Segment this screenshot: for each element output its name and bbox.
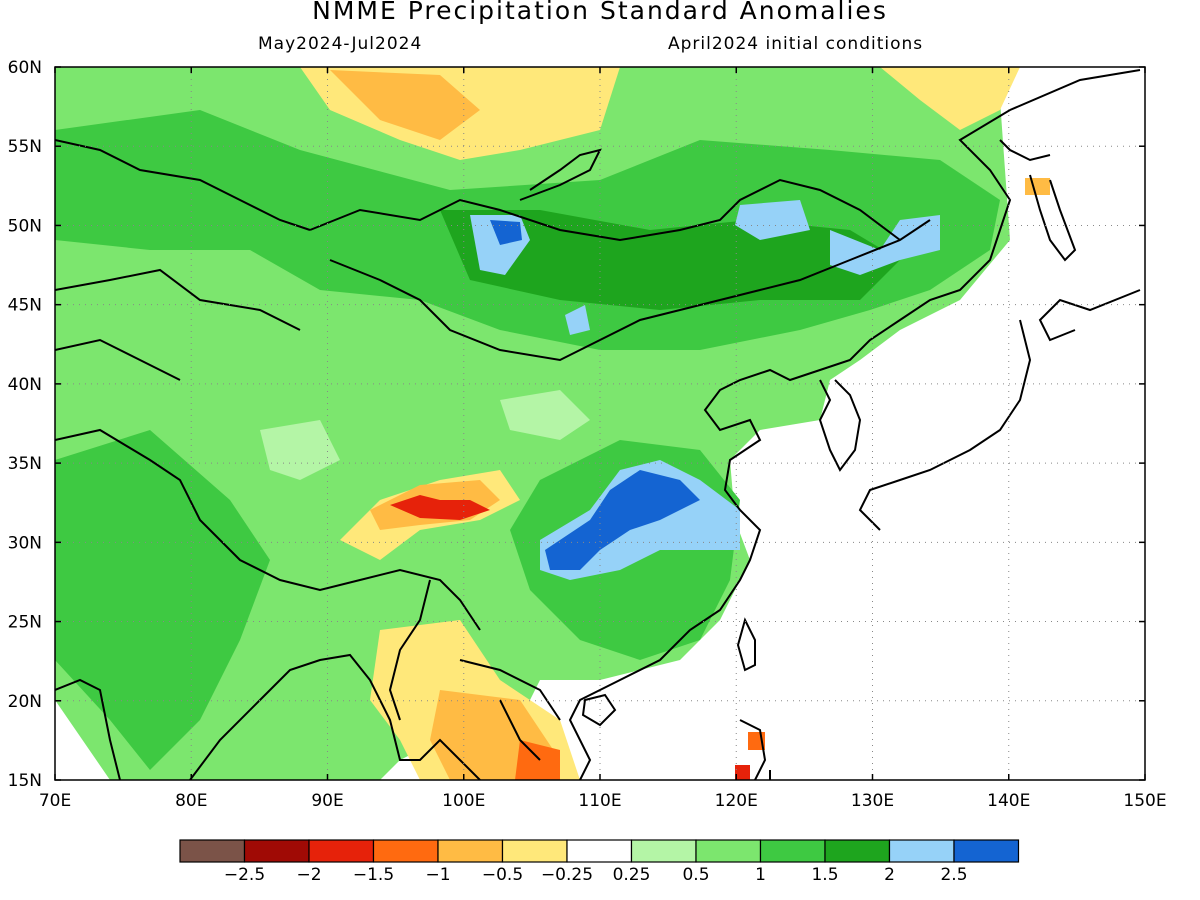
coastlines <box>55 69 1141 780</box>
anomaly-region-blue-mongolia <box>490 220 522 245</box>
colorbar-swatch <box>824 839 891 863</box>
border-indochina <box>388 579 561 761</box>
lon-label: 140E <box>987 791 1030 811</box>
lon-label: 80E <box>175 791 207 811</box>
lon-label: 120E <box>715 791 758 811</box>
anomaly-region-yellow-ne <box>880 67 1020 130</box>
lat-label: 20N <box>8 692 42 712</box>
colorbar-label: −2 <box>296 865 321 885</box>
coastline-taiwan <box>736 617 756 672</box>
colorbar-swatch <box>501 839 568 863</box>
coastline-east-asia <box>568 69 1141 780</box>
anomaly-region-midgreen-south <box>55 430 270 770</box>
coastline-hainan <box>581 693 617 727</box>
colorbar-legend: −2.5 −2 −1.5 −1 −0.5 −0.25 0.25 0.5 1 1.5 2 2.5 <box>179 839 1020 885</box>
colorbar-label: −2.5 <box>224 865 265 885</box>
anomaly-region-orange-north <box>330 70 480 140</box>
lon-label: 130E <box>851 791 894 811</box>
lat-label: 35N <box>8 454 42 474</box>
lat-lon-grid <box>55 67 1145 780</box>
anomaly-region-darkorange-south <box>515 740 560 780</box>
coastline-korea <box>818 379 862 472</box>
border-himalaya <box>55 428 481 631</box>
colorbar-label: 0.5 <box>682 865 709 885</box>
colorbar-label: −0.25 <box>541 865 593 885</box>
colorbar-label: −0.5 <box>482 865 523 885</box>
colorbar-label: −1 <box>425 865 450 885</box>
colorbar-swatch <box>179 839 246 863</box>
colorbar-swatch <box>759 839 826 863</box>
colorbar-swatch <box>372 839 439 863</box>
lon-label: 70E <box>39 791 71 811</box>
anomaly-field <box>55 67 1145 780</box>
lat-label: 45N <box>8 296 42 316</box>
colorbar-label: 1.5 <box>811 865 838 885</box>
anomaly-region-lightgreen-2 <box>260 420 340 480</box>
lat-label: 25N <box>8 613 42 633</box>
border-china-mongolia <box>329 219 931 362</box>
coastline-japan <box>858 289 1141 531</box>
anomaly-region-orange-sakhalin <box>1025 178 1050 195</box>
colorbar-label: −1.5 <box>353 865 394 885</box>
axis-ticks <box>54 66 1146 781</box>
colorbar-label: 1 <box>755 865 766 885</box>
lon-label: 150E <box>1123 791 1166 811</box>
coastline-sakhalin <box>1029 174 1077 262</box>
colorbar-swatch <box>437 839 504 863</box>
colorbar-label: 2 <box>884 865 895 885</box>
border-russia-mongolia <box>309 178 901 242</box>
lon-label: 100E <box>442 791 485 811</box>
anomaly-region-lightblue-small <box>565 305 590 335</box>
colorbar-swatch <box>308 839 375 863</box>
coastline-india-bay <box>55 653 481 780</box>
colorbar-swatch <box>695 839 762 863</box>
lat-label: 60N <box>8 58 42 78</box>
colorbar-swatch <box>243 839 310 863</box>
latitude-labels: 15N 20N 25N 30N 35N 40N 45N 50N 55N 60N <box>8 58 42 791</box>
lat-label: 55N <box>8 137 42 157</box>
coast-okhotsk <box>999 139 1051 162</box>
border-kazakhstan <box>55 139 311 381</box>
coast-baikal <box>519 148 602 201</box>
colorbar-swatch <box>888 839 955 863</box>
colorbar-swatch <box>953 839 1020 863</box>
anomaly-region-red-tibet <box>390 495 490 520</box>
anomaly-region-lightgreen <box>500 390 590 440</box>
anomaly-region-red-taiwan <box>735 765 750 780</box>
lon-label: 90E <box>311 791 343 811</box>
lat-label: 15N <box>8 771 42 791</box>
colorbar-swatch <box>630 839 697 863</box>
chart-title: NMME Precipitation Standard Anomalies <box>312 0 888 25</box>
lat-label: 30N <box>8 533 42 553</box>
colorbar-label: 2.5 <box>940 865 967 885</box>
longitude-labels: 70E 80E 90E 100E 110E 120E 130E 140E 150E <box>39 791 1167 811</box>
forecast-period: May2024-Jul2024 <box>258 34 423 54</box>
anomaly-region-lightblue-manchuria <box>735 200 810 240</box>
lat-label: 50N <box>8 216 42 236</box>
anomaly-region-blue-south-china <box>545 470 700 570</box>
lat-label: 40N <box>8 375 42 395</box>
lon-label: 110E <box>578 791 621 811</box>
initial-conditions: April2024 initial conditions <box>668 34 924 54</box>
colorbar-label: 0.25 <box>613 865 651 885</box>
colorbar-swatch <box>566 839 633 863</box>
coastline-philippines <box>739 719 771 780</box>
